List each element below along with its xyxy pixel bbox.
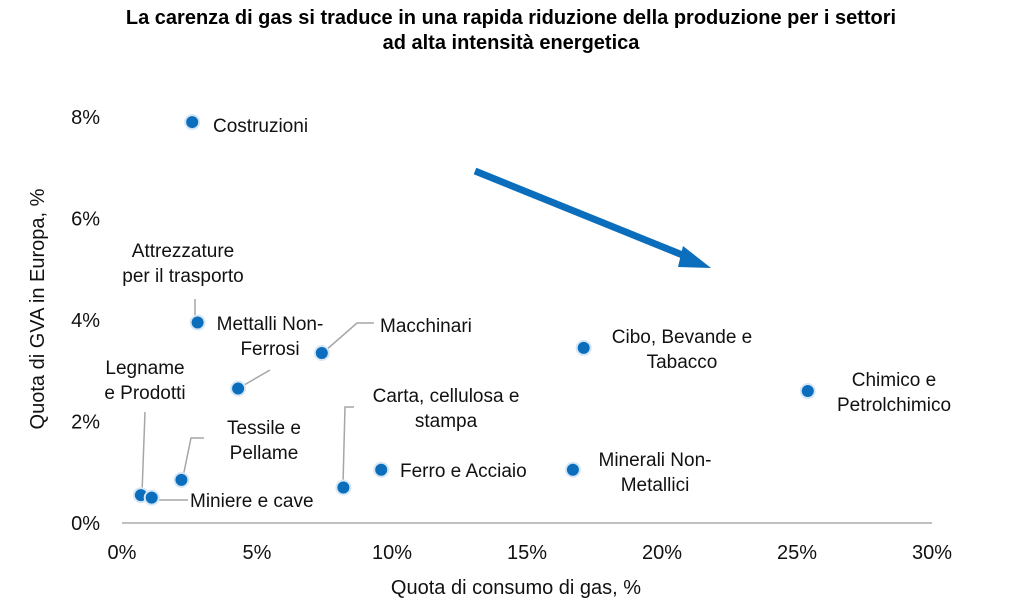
point-label-line: Chimico e [852, 370, 936, 391]
point-label-line: Cibo, Bevande e [612, 327, 753, 348]
data-point [230, 380, 247, 397]
trend-arrow [473, 167, 711, 268]
point-label-line: Attrezzature [132, 241, 234, 262]
point-label-line: Ferro e Acciaio [400, 461, 527, 482]
point-label-line: Carta, cellulosa e [373, 386, 520, 407]
data-point [313, 344, 330, 361]
y-tick-label: 2% [71, 412, 100, 434]
trend-arrow-head [678, 246, 711, 268]
x-tick-label: 20% [642, 542, 682, 564]
data-point [373, 461, 390, 478]
point-labels: Costruzioni Attrezzature per il trasporto M… [104, 116, 951, 512]
point-label: Legname e Prodotti [104, 358, 185, 404]
leader-line [141, 411, 146, 494]
data-point [799, 383, 816, 400]
x-tick-label: 10% [372, 542, 412, 564]
x-axis-title: Quota di consumo di gas, % [391, 577, 641, 599]
point-label-line: e Prodotti [104, 383, 185, 404]
leader-line [182, 437, 204, 478]
leader-line [324, 322, 374, 352]
point-label: Miniere e cave [190, 491, 314, 512]
point-label-line: Costruzioni [213, 116, 308, 137]
x-tick-label: 15% [507, 542, 547, 564]
chart-title: La carenza di gas si traduce in una rapi… [0, 6, 1022, 56]
data-point [575, 339, 592, 356]
chart-title-line-2: ad alta intensità energetica [382, 32, 640, 54]
chart-title-line-1: La carenza di gas si traduce in una rapi… [125, 7, 897, 29]
point-label-line: Pellame [230, 443, 299, 464]
data-point [143, 489, 160, 506]
data-points [132, 114, 816, 506]
data-point [184, 114, 201, 131]
point-label: Carta, cellulosa e stampa [373, 386, 520, 432]
point-label-line: Tessile e [227, 418, 301, 439]
y-tick-label: 8% [71, 107, 100, 129]
x-tick-label: 0% [108, 542, 137, 564]
point-label-line: Ferrosi [240, 339, 299, 360]
point-label: Mettalli Non- Ferrosi [217, 314, 324, 360]
point-label: Ferro e Acciaio [400, 461, 527, 482]
point-label: Macchinari [380, 316, 472, 337]
axes: 0% 5% 10% 15% 20% 25% 30% 0% 2% 4% 6% 8% [71, 107, 952, 564]
x-tick-label: 5% [243, 542, 272, 564]
point-label-line: Minerali Non- [599, 450, 712, 471]
data-point [564, 461, 581, 478]
point-label: Cibo, Bevande e Tabacco [612, 327, 753, 373]
point-label: Minerali Non- Metallici [599, 450, 712, 496]
point-label-line: Macchinari [380, 316, 472, 337]
point-label: Costruzioni [213, 116, 308, 137]
data-point [189, 314, 206, 331]
y-tick-label: 6% [71, 209, 100, 231]
trend-arrow-shaft [473, 167, 692, 262]
data-point [335, 479, 352, 496]
point-label-line: Tabacco [647, 352, 718, 373]
point-label-line: Metallici [621, 475, 690, 496]
x-tick-label: 30% [912, 542, 952, 564]
point-label: Attrezzature per il trasporto [122, 241, 243, 287]
x-tick-label: 25% [777, 542, 817, 564]
leader-line [342, 406, 354, 485]
y-axis-title: Quota di GVA in Europa, % [27, 188, 49, 429]
data-point [173, 471, 190, 488]
point-label-line: per il trasporto [122, 266, 243, 287]
point-label-line: stampa [415, 411, 478, 432]
point-label-line: Legname [105, 358, 184, 379]
point-label: Chimico e Petrolchimico [837, 370, 951, 416]
point-label-line: Mettalli Non- [217, 314, 324, 335]
point-label: Tessile e Pellame [227, 418, 301, 464]
y-tick-label: 4% [71, 310, 100, 332]
point-label-line: Miniere e cave [190, 491, 314, 512]
point-label-line: Petrolchimico [837, 395, 951, 416]
y-tick-label: 0% [71, 513, 100, 535]
